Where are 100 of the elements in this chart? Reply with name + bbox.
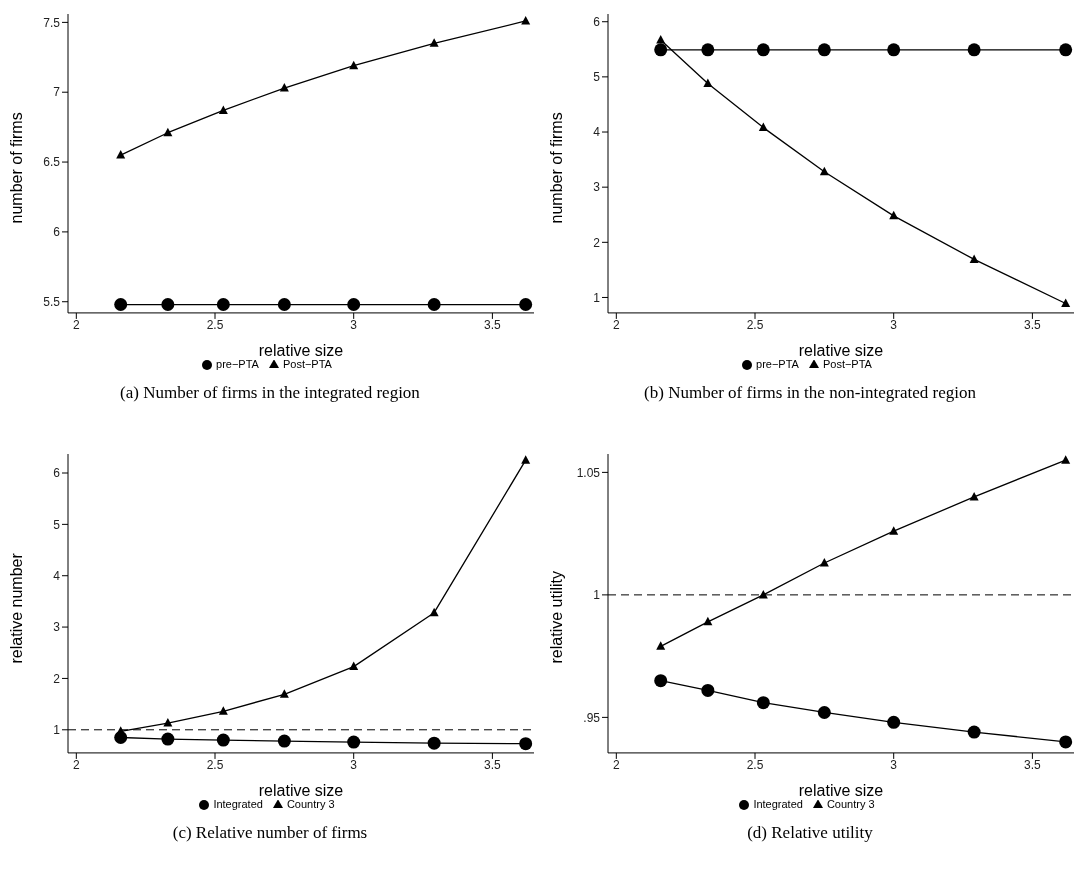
point — [889, 210, 899, 220]
y-tick-label: .95 — [583, 710, 601, 725]
x-tick-label: 3.5 — [484, 758, 502, 773]
point — [703, 616, 713, 626]
y-tick-label: 1 — [593, 588, 601, 603]
point — [427, 298, 441, 312]
point — [429, 607, 439, 617]
y-tick-label: 3 — [593, 180, 601, 195]
point — [756, 696, 770, 710]
point — [216, 298, 230, 312]
point — [521, 15, 531, 25]
legend-label: Post−PTA — [282, 357, 332, 370]
point — [519, 737, 533, 751]
point — [819, 166, 829, 176]
point — [521, 455, 531, 464]
legend-label: Country 3 — [286, 797, 335, 810]
point — [277, 734, 291, 748]
point — [216, 733, 230, 747]
point — [279, 83, 289, 92]
point — [114, 298, 128, 312]
point — [347, 298, 361, 312]
point — [1061, 455, 1071, 464]
point — [817, 705, 831, 719]
x-tick-label: 2.5 — [206, 318, 224, 333]
x-axis-title: relative size — [798, 781, 884, 799]
y-axis-title: number of firms — [547, 112, 565, 224]
point — [887, 715, 901, 729]
point — [701, 43, 715, 57]
point — [347, 735, 361, 749]
x-tick-label: 3 — [890, 318, 898, 333]
text: (b) Number of firms in the non-integrated region — [643, 383, 977, 403]
point — [703, 78, 713, 87]
y-tick-label: 7 — [53, 85, 61, 100]
x-tick-label: 2.5 — [206, 758, 224, 773]
legend-label: Country 3 — [826, 797, 875, 810]
point — [817, 43, 831, 57]
point — [429, 38, 439, 47]
legend-label: Integrated — [213, 797, 263, 810]
point — [654, 674, 668, 688]
x-tick-label: 3 — [350, 318, 358, 333]
point — [701, 683, 715, 697]
point — [277, 298, 291, 312]
point — [889, 526, 899, 535]
point — [887, 43, 901, 57]
point — [756, 43, 770, 57]
point — [654, 43, 668, 57]
text: (d) Relative utility — [746, 823, 874, 843]
y-tick-label: 6.5 — [43, 155, 61, 170]
legend-label: pre−PTA — [756, 357, 799, 370]
y-tick-label: 1.05 — [576, 465, 601, 480]
y-tick-label: 1 — [593, 290, 601, 305]
y-tick-label: 4 — [53, 568, 61, 583]
text: (c) Relative number of firms — [171, 823, 369, 843]
x-tick-label: 3.5 — [484, 318, 502, 333]
x-tick-label: 2.5 — [746, 318, 764, 333]
y-tick-label: 1 — [53, 723, 61, 738]
y-axis-title: number of firms — [7, 112, 25, 224]
x-tick-label: 2.5 — [746, 758, 764, 773]
point — [656, 641, 666, 650]
point — [349, 60, 359, 70]
x-tick-label: 2 — [612, 758, 620, 773]
legend-label: pre−PTA — [216, 357, 259, 370]
point — [218, 706, 228, 715]
point — [161, 298, 175, 312]
point — [967, 725, 981, 739]
y-tick-label: 5.5 — [43, 294, 61, 309]
x-axis-title: relative size — [258, 781, 344, 799]
point — [969, 254, 979, 263]
point — [758, 122, 768, 132]
point — [758, 589, 768, 599]
y-tick-label: 6 — [53, 225, 61, 240]
y-tick-label: 5 — [53, 517, 61, 532]
point — [161, 732, 175, 746]
point — [163, 718, 173, 727]
point — [349, 661, 359, 671]
y-tick-label: 7.5 — [43, 15, 61, 30]
point — [218, 105, 228, 114]
point — [519, 298, 533, 312]
y-tick-label: 4 — [593, 125, 601, 140]
y-tick-label: 5 — [593, 70, 601, 85]
x-tick-label: 2 — [72, 758, 80, 773]
legend-label: Post−PTA — [822, 357, 872, 370]
x-tick-label: 2 — [612, 318, 620, 333]
point — [1061, 298, 1071, 308]
point — [279, 689, 289, 698]
x-axis-title: relative size — [798, 341, 884, 359]
point — [967, 43, 981, 57]
y-tick-label: 2 — [593, 235, 601, 250]
x-tick-label: 3 — [350, 758, 358, 773]
point — [819, 558, 829, 567]
point — [163, 127, 173, 137]
y-tick-label: 3 — [53, 620, 61, 635]
x-tick-label: 2 — [72, 318, 80, 333]
y-tick-label: 6 — [593, 14, 601, 29]
x-tick-label: 3.5 — [1024, 758, 1042, 773]
x-tick-label: 3.5 — [1024, 318, 1042, 333]
y-tick-label: 2 — [53, 671, 61, 686]
y-axis-title: relative number — [7, 552, 25, 664]
point — [656, 34, 666, 44]
text: (a) Number of firms in the integrated region — [119, 383, 421, 403]
